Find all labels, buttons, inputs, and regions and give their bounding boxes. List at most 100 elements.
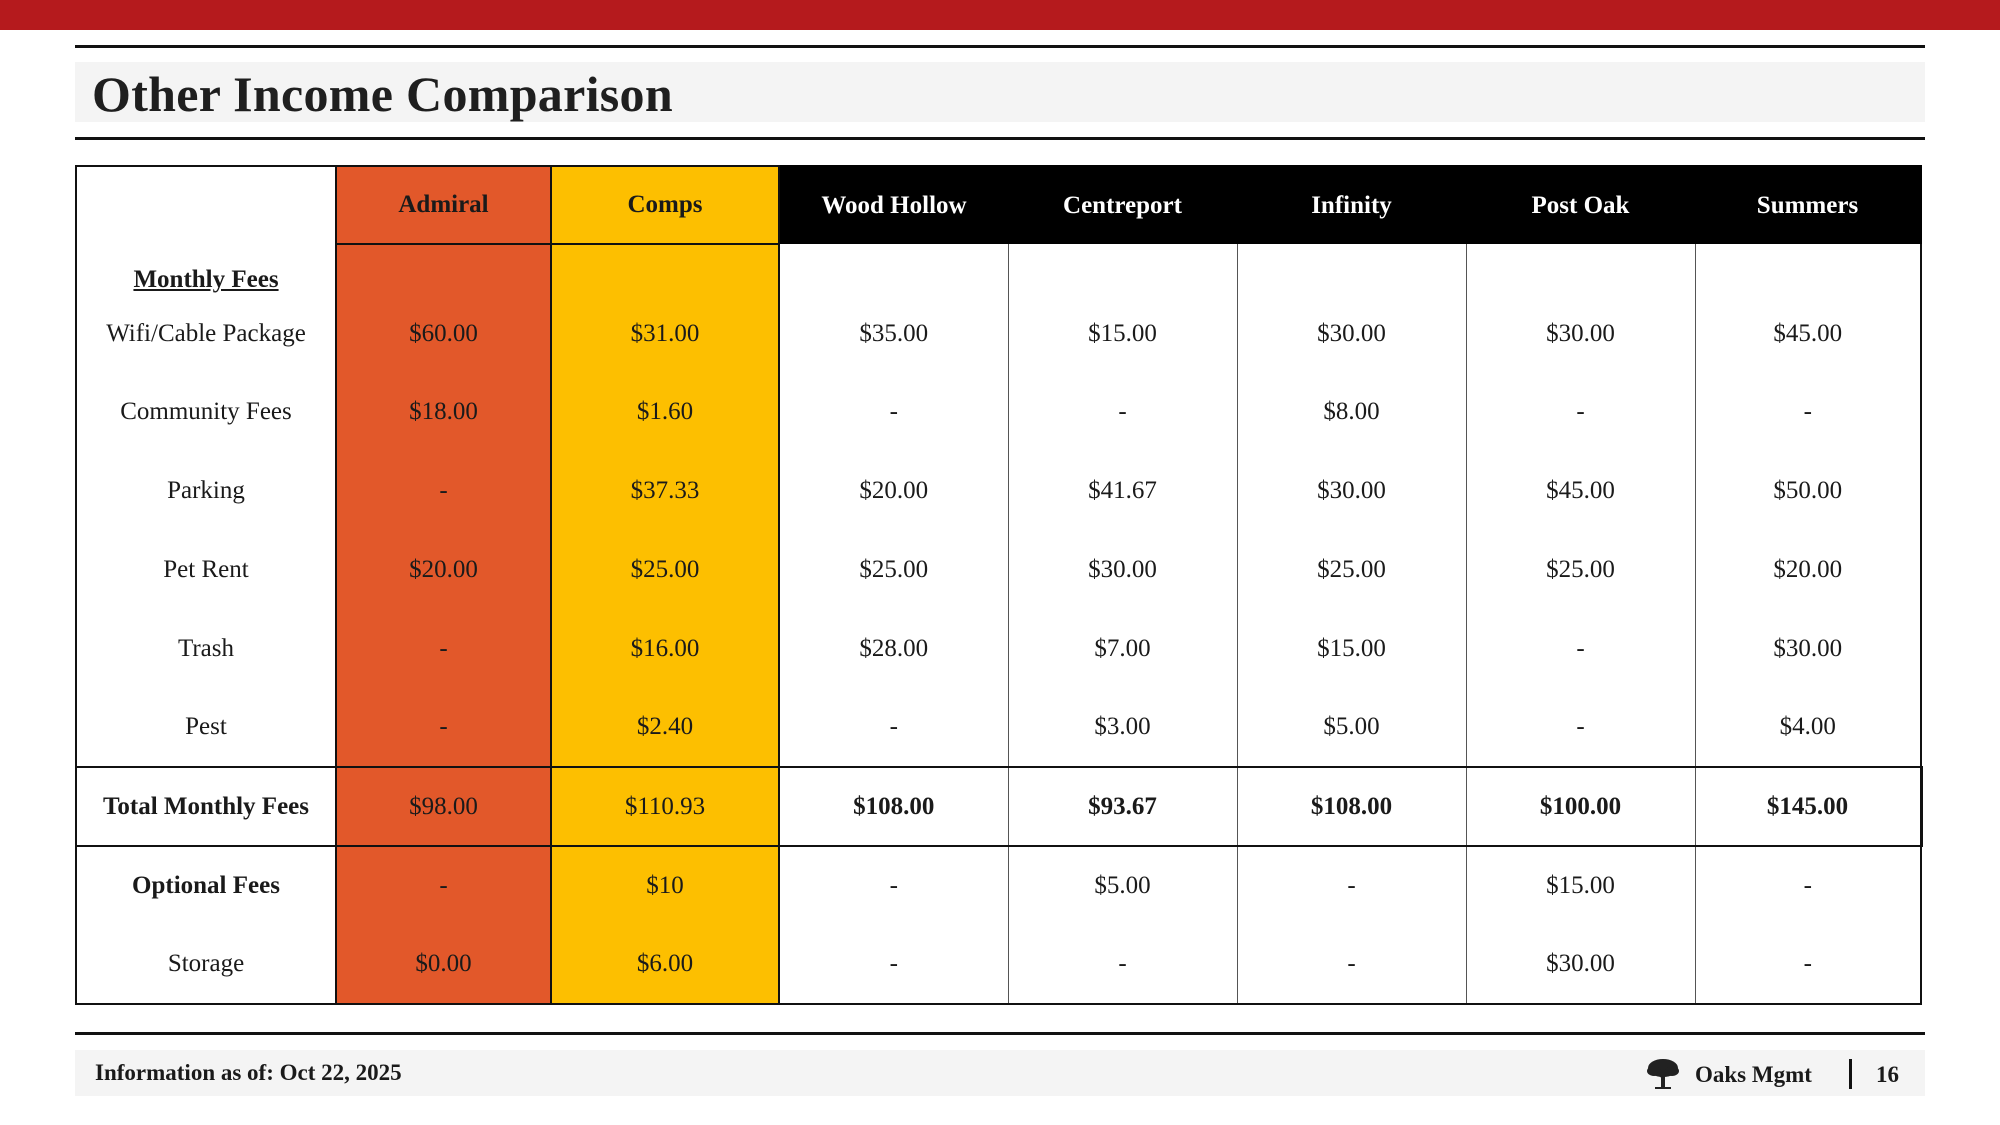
table-cell: $7.00 (1008, 609, 1238, 688)
table-cell: - (1237, 846, 1467, 925)
row-label: Wifi/Cable Package (75, 296, 336, 372)
table-cell: $30.00 (1466, 925, 1696, 1005)
comparison-table: Admiral Comps Wood Hollow Centreport Inf… (75, 165, 1923, 1005)
table-cell: $30.00 (1695, 609, 1922, 688)
row-label: Parking (75, 451, 336, 530)
table-cell: - (1008, 372, 1238, 451)
table-cell: $41.67 (1008, 451, 1238, 530)
table-cell: - (335, 846, 552, 925)
column-header-admiral: Admiral (335, 165, 552, 245)
table-cell: - (779, 688, 1009, 767)
table-cell: $8.00 (1237, 372, 1467, 451)
table-cell: $10 (551, 846, 780, 925)
table-cell: $20.00 (1695, 530, 1922, 609)
table-cell: $2.40 (551, 688, 780, 767)
table-cell: - (779, 925, 1009, 1005)
table-cell: $0.00 (335, 925, 552, 1005)
footer-separator (1849, 1059, 1852, 1089)
table-cell: $15.00 (1237, 609, 1467, 688)
table-cell: $16.00 (551, 609, 780, 688)
section-label: Monthly Fees (75, 244, 336, 296)
top-accent-bar (0, 0, 2000, 30)
table-row: Parking - $37.33 $20.00 $41.67 $30.00 $4… (75, 451, 1922, 530)
table-cell: - (335, 688, 552, 767)
storage-row: Storage $0.00 $6.00 - - - $30.00 - (75, 925, 1922, 1005)
table-cell: $37.33 (551, 451, 780, 530)
row-label: Pet Rent (75, 530, 336, 609)
column-header-summers: Summers (1695, 165, 1922, 244)
table-cell: $18.00 (335, 372, 552, 451)
table-cell: - (779, 846, 1009, 925)
header-corner (75, 165, 336, 244)
oak-tree-icon (1647, 1059, 1679, 1089)
footer-rule (75, 1032, 1925, 1035)
page-number: 16 (1876, 1062, 1899, 1087)
table-cell: $50.00 (1695, 451, 1922, 530)
table-cell: $60.00 (335, 296, 552, 372)
total-cell: $110.93 (551, 766, 780, 847)
total-row: Total Monthly Fees $98.00 $110.93 $108.0… (75, 766, 1923, 847)
table-cell: $25.00 (1237, 530, 1467, 609)
row-label: Community Fees (75, 372, 336, 451)
title-rule-bottom (75, 137, 1925, 140)
table-cell: $25.00 (551, 530, 780, 609)
table-cell: $20.00 (335, 530, 552, 609)
table-cell: $30.00 (1466, 296, 1696, 372)
table-cell: $6.00 (551, 925, 780, 1005)
table-cell: - (1466, 688, 1696, 767)
table-cell: $25.00 (779, 530, 1009, 609)
table-cell: $15.00 (1008, 296, 1238, 372)
table-cell: - (1695, 846, 1922, 925)
table-cell: $45.00 (1466, 451, 1696, 530)
table-cell: - (1008, 925, 1238, 1005)
total-cell: $100.00 (1466, 766, 1696, 847)
footer-band (75, 1050, 1925, 1096)
table-cell: - (1237, 925, 1467, 1005)
total-cell: $145.00 (1695, 766, 1923, 847)
table-cell: - (1695, 372, 1922, 451)
table-cell: $31.00 (551, 296, 780, 372)
table-cell: $30.00 (1237, 296, 1467, 372)
column-header-wood-hollow: Wood Hollow (779, 165, 1008, 244)
table-cell: $30.00 (1237, 451, 1467, 530)
column-header-comps: Comps (550, 165, 780, 245)
table-cell: $5.00 (1008, 846, 1238, 925)
header-row: Admiral Comps Wood Hollow Centreport Inf… (75, 165, 1922, 245)
title-band (75, 62, 1925, 122)
title-rule-top (75, 45, 1925, 48)
total-cell: $93.67 (1008, 766, 1238, 847)
total-cell: $108.00 (779, 766, 1009, 847)
table-cell: $35.00 (779, 296, 1009, 372)
total-label: Total Monthly Fees (75, 766, 336, 847)
table-row: Trash - $16.00 $28.00 $7.00 $15.00 - $30… (75, 609, 1922, 688)
table-row: Pest - $2.40 - $3.00 $5.00 - $4.00 (75, 688, 1922, 767)
table-cell: $1.60 (551, 372, 780, 451)
table-cell: $3.00 (1008, 688, 1238, 767)
section-row: Monthly Fees (75, 244, 1922, 296)
table-cell: $15.00 (1466, 846, 1696, 925)
table-cell: $20.00 (779, 451, 1009, 530)
total-cell: $108.00 (1237, 766, 1467, 847)
optional-fees-row: Optional Fees - $10 - $5.00 - $15.00 - (75, 846, 1922, 925)
table-cell: $45.00 (1695, 296, 1922, 372)
table-row: Community Fees $18.00 $1.60 - - $8.00 - … (75, 372, 1922, 451)
table-cell: $30.00 (1008, 530, 1238, 609)
table-cell: $5.00 (1237, 688, 1467, 767)
table-cell: - (1466, 609, 1696, 688)
table-cell: $28.00 (779, 609, 1009, 688)
table-cell: $4.00 (1695, 688, 1922, 767)
column-header-centreport: Centreport (1008, 165, 1237, 244)
table-cell: - (1695, 925, 1922, 1005)
table-row: Pet Rent $20.00 $25.00 $25.00 $30.00 $25… (75, 530, 1922, 609)
footer-brand: Oaks Mgmt (1695, 1062, 1812, 1087)
table-cell: - (779, 372, 1009, 451)
row-label: Optional Fees (75, 846, 336, 925)
column-header-post-oak: Post Oak (1466, 165, 1695, 244)
column-header-infinity: Infinity (1237, 165, 1466, 244)
table-cell: - (1466, 372, 1696, 451)
table-row: Wifi/Cable Package $60.00 $31.00 $35.00 … (75, 296, 1922, 372)
row-label: Pest (75, 688, 336, 767)
table-cell: $25.00 (1466, 530, 1696, 609)
table-cell: - (335, 609, 552, 688)
row-label: Storage (75, 925, 336, 1005)
